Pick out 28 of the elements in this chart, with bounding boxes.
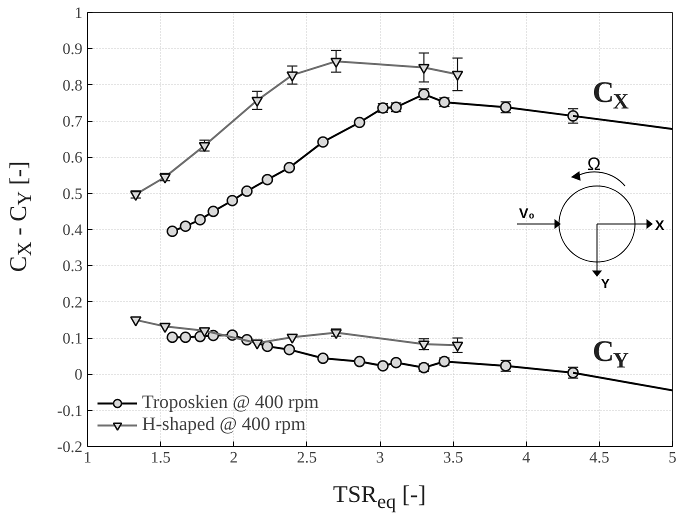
y-tick-label: 0.6 xyxy=(62,150,82,167)
y-tick-label: 0.4 xyxy=(62,222,82,239)
annotation: V₀ xyxy=(519,205,535,221)
x-tick-label: 3 xyxy=(376,450,384,466)
legend-label: Troposkien @ 400 rpm xyxy=(142,392,319,414)
y-tick-label: 0 xyxy=(74,366,82,384)
annotation: Y xyxy=(601,276,610,291)
x-tick-label: 4.5 xyxy=(589,450,610,466)
annotation: Ω xyxy=(587,154,601,174)
y-tick-label: -0.2 xyxy=(57,439,82,456)
x-tick-label: 5 xyxy=(668,450,676,466)
y-tick-label: 0.9 xyxy=(62,41,82,58)
x-tick-label: 4 xyxy=(522,450,530,466)
y-tick-label: 0.2 xyxy=(62,294,82,312)
y-tick-label: 0.7 xyxy=(62,114,82,130)
x-tick-label: 1.5 xyxy=(150,450,171,466)
y-tick-label: 0.1 xyxy=(62,330,82,348)
legend-label: H-shaped @ 400 rpm xyxy=(142,414,306,436)
x-tick-label: 2.5 xyxy=(296,450,317,466)
x-tick-label: 2 xyxy=(230,450,238,466)
y-tick-label: 0.3 xyxy=(62,258,82,276)
y-tick-label: 0.5 xyxy=(62,186,82,203)
y-tick-label: -0.1 xyxy=(57,402,82,420)
x-tick-label: 3.5 xyxy=(443,450,464,466)
y-tick-label: 0.8 xyxy=(62,77,82,94)
y-tick-label: 1 xyxy=(74,5,82,22)
annotation: X xyxy=(655,217,665,233)
x-axis-title: TSR$_{eq}$ [-] xyxy=(332,481,427,515)
